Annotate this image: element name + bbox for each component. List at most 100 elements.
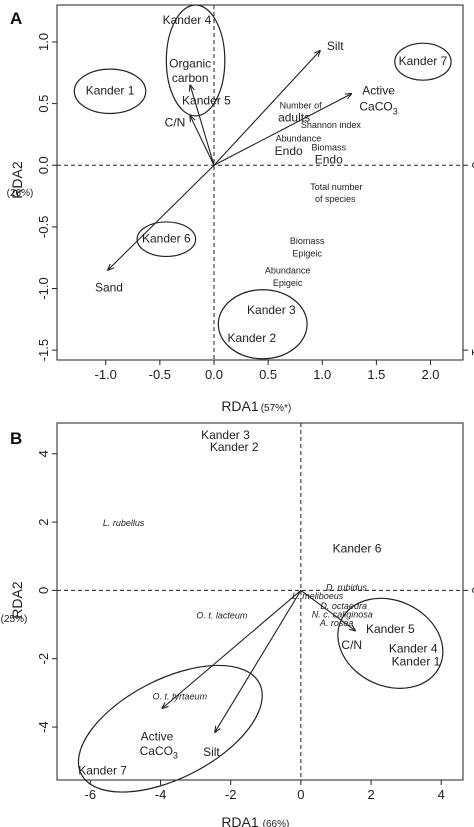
variable-label: Number of bbox=[280, 100, 323, 110]
y-axis-percent: (25%) bbox=[1, 614, 28, 625]
site-label-kander-2: Kander 2 bbox=[210, 440, 259, 454]
variable-label: Sand bbox=[95, 281, 123, 295]
x-axis-percent: (57%*) bbox=[261, 403, 292, 414]
variable-label: Active bbox=[141, 729, 174, 743]
group-ellipse bbox=[77, 664, 263, 793]
y-tick-label: -4 bbox=[36, 721, 51, 733]
site-label-kander-2: Kander 2 bbox=[228, 331, 277, 345]
x-tick-label: 0 bbox=[297, 787, 304, 802]
variable-label: Epigeic bbox=[292, 248, 322, 258]
y-tick-label: -1.0 bbox=[36, 277, 51, 299]
x-tick-label: 1.0 bbox=[313, 367, 331, 382]
arrow-c-n bbox=[190, 116, 215, 166]
y-tick-label: -1.5 bbox=[36, 339, 51, 361]
arrow-active-caco3 bbox=[162, 589, 302, 708]
panel-label: B bbox=[10, 429, 22, 448]
site-label-kander-7: Kander 7 bbox=[399, 54, 448, 68]
variable-label: Shannon index bbox=[301, 120, 362, 130]
variable-label: Silt bbox=[203, 745, 220, 759]
variable-label: Organic bbox=[169, 56, 211, 70]
site-label-kander-3: Kander 3 bbox=[247, 303, 296, 317]
variable-label: carbon bbox=[172, 71, 209, 85]
site-label-kander-1: Kander 1 bbox=[392, 654, 441, 668]
x-tick-label: 1.5 bbox=[367, 367, 385, 382]
species-label: A. rosea bbox=[319, 618, 354, 628]
x-tick-label: -4 bbox=[155, 787, 167, 802]
group-ellipse bbox=[165, 4, 226, 117]
x-axis-percent: (66%) bbox=[263, 819, 290, 827]
variable-label: C/N bbox=[341, 638, 362, 652]
variable-label: Endo bbox=[275, 144, 303, 158]
group-ellipse bbox=[217, 289, 308, 360]
variable-label: CaCO3 bbox=[359, 99, 397, 116]
site-label-kander-5: Kander 5 bbox=[366, 622, 415, 636]
site-label-kander-6: Kander 6 bbox=[142, 231, 191, 245]
site-label-kander-4: Kander 4 bbox=[389, 642, 438, 656]
x-tick-label: -0.5 bbox=[149, 367, 171, 382]
y-tick-label: 4 bbox=[36, 450, 51, 457]
plot-frame bbox=[56, 4, 464, 361]
site-label-kander-4: Kander 4 bbox=[163, 13, 212, 27]
arrow-active-caco3 bbox=[213, 94, 351, 166]
plot-frame bbox=[56, 422, 464, 781]
right-tick-label: 0 bbox=[469, 162, 474, 169]
variable-label: of species bbox=[315, 194, 356, 204]
species-label: N. c. caliginosa bbox=[312, 609, 373, 619]
y-tick-label: 2 bbox=[36, 518, 51, 525]
x-tick-label: 2 bbox=[367, 787, 374, 802]
arrow-silt bbox=[213, 51, 320, 166]
x-tick-label: 2.0 bbox=[421, 367, 439, 382]
variable-label: Abundance bbox=[276, 134, 322, 144]
variable-label: Epigeic bbox=[273, 278, 303, 288]
species-label: O. t. lacteum bbox=[196, 610, 248, 620]
site-label-kander-3: Kander 3 bbox=[201, 428, 250, 442]
site-label-kander-5: Kander 5 bbox=[182, 93, 231, 107]
variable-label: Active bbox=[362, 83, 395, 97]
x-tick-label: -1.0 bbox=[95, 367, 117, 382]
y-tick-label: -2 bbox=[36, 653, 51, 665]
variable-label: Total number bbox=[310, 182, 362, 192]
panel-b: B -6 -4 -2 0 2 4 -4 -2 0 2 4 0 RDA1 (66%) RDA2(25%) C/N A… bbox=[1, 422, 474, 827]
species-label: D. rubidus bbox=[326, 582, 368, 592]
group-ellipse bbox=[136, 221, 197, 258]
variable-label: Abundance bbox=[265, 266, 311, 276]
y-axis-percent: (26%) bbox=[7, 188, 34, 199]
site-label-kander-7: Kander 7 bbox=[78, 764, 127, 778]
species-label: L. rubellus bbox=[103, 518, 145, 528]
y-axis-label: RDA2 bbox=[9, 581, 25, 619]
arrow-organic-carbon bbox=[190, 85, 215, 166]
x-tick-label: -6 bbox=[85, 787, 97, 802]
y-tick-label: 0.0 bbox=[36, 156, 51, 174]
x-tick-label: 0.0 bbox=[205, 367, 223, 382]
y-tick-label: 1.0 bbox=[36, 33, 51, 51]
variable-label: adults bbox=[278, 111, 310, 125]
group-ellipse bbox=[394, 42, 452, 81]
group-ellipse bbox=[73, 68, 147, 115]
variable-label: C/N bbox=[165, 116, 186, 130]
variable-label: Endo bbox=[315, 152, 343, 166]
y-tick-label: -0.5 bbox=[36, 216, 51, 238]
x-tick-label: -2 bbox=[225, 787, 237, 802]
variable-label: CaCO3 bbox=[140, 744, 178, 761]
panel-a: A -1.0 -0.5 0.0 0.5 1.0 1.5 2.0 -1.5 -1.0 -0.5 0.0 0… bbox=[7, 4, 474, 414]
species-label: D. octaedra bbox=[320, 601, 367, 611]
x-tick-label: 0.5 bbox=[259, 367, 277, 382]
arrow-silt bbox=[215, 590, 302, 732]
variable-label: Biomass bbox=[311, 142, 346, 152]
species-label: L. meliboeus bbox=[292, 591, 344, 601]
site-label-kander-1: Kander 1 bbox=[86, 83, 135, 97]
panel-label: A bbox=[10, 9, 22, 28]
x-axis-label: RDA1 bbox=[221, 398, 259, 414]
arrow-sand bbox=[108, 164, 215, 270]
arrow-c-n bbox=[300, 589, 355, 630]
variable-label: Biomass bbox=[290, 236, 325, 246]
y-axis-label: RDA2 bbox=[9, 161, 25, 199]
y-tick-label: 0.5 bbox=[36, 95, 51, 113]
x-axis-label: RDA1 bbox=[221, 814, 259, 827]
y-tick-label: 0 bbox=[36, 587, 51, 594]
right-tick-label: -1 bbox=[469, 344, 474, 356]
variable-label: Silt bbox=[327, 39, 344, 53]
species-label: O. t. tyrtaeum bbox=[153, 691, 208, 701]
right-tick-label: 0 bbox=[469, 587, 474, 594]
